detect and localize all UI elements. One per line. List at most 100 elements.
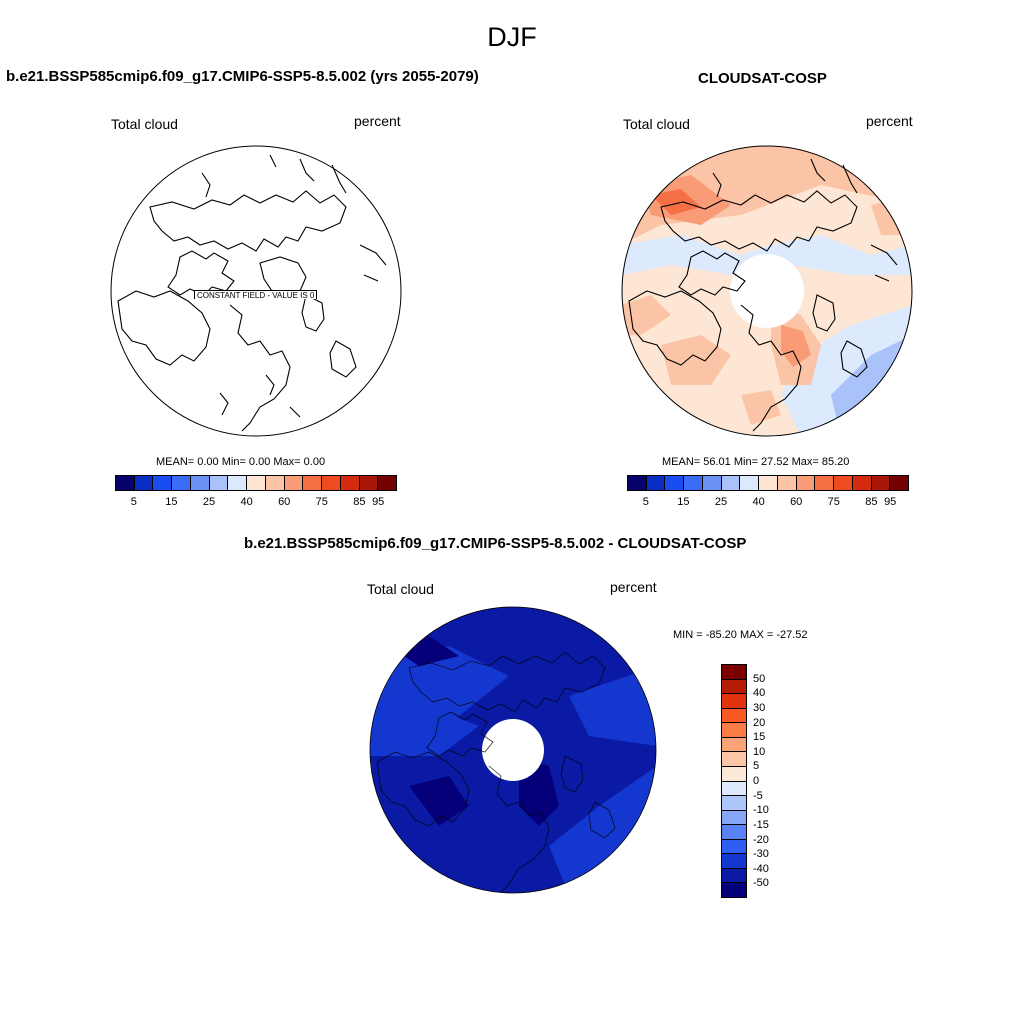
colorbar-cell [359, 476, 379, 490]
colorbar-tick-label: 40 [753, 687, 766, 700]
colorbar-tick-label: 75 [827, 496, 840, 508]
colorbar-tick-label: 40 [752, 496, 765, 508]
colorbar-cell [340, 476, 360, 490]
colorbar-cell [722, 752, 746, 767]
colorbar-tick-label: 15 [165, 496, 178, 508]
colorbar-cell [265, 476, 285, 490]
model-units-label: percent [354, 113, 401, 129]
colorbar-tick-label: -10 [753, 804, 769, 817]
colorbar-cell [322, 476, 341, 490]
obs-stats: MEAN= 56.01 Min= 27.52 Max= 85.20 [662, 456, 850, 468]
model-colorbar [115, 475, 397, 491]
colorbar-tick-label: 5 [642, 496, 649, 508]
colorbar-cell [722, 839, 746, 855]
diff-coastlines [376, 651, 616, 893]
colorbar-cell [153, 476, 173, 490]
colorbar-tick-label: 25 [202, 496, 216, 508]
obs-colorbar [627, 475, 909, 491]
diff-minmax: MIN = -85.20 MAX = -27.52 [673, 629, 808, 641]
colorbar-tick-label: 60 [278, 496, 291, 508]
colorbar-tick-label: 5 [130, 496, 137, 508]
colorbar-tick-label: 95 [884, 496, 897, 508]
colorbar-cell [646, 476, 666, 490]
colorbar-cell [759, 476, 778, 490]
colorbar-tick-label: -20 [753, 833, 769, 846]
colorbar-tick-label: -5 [753, 789, 763, 802]
colorbar-cell [722, 708, 746, 724]
colorbar-cell [834, 476, 853, 490]
diff-polar-map [369, 606, 657, 894]
model-stats: MEAN= 0.00 Min= 0.00 Max= 0.00 [156, 456, 326, 468]
colorbar-tick-label: -30 [753, 848, 769, 861]
colorbar-cell [871, 476, 891, 490]
colorbar-cell [722, 868, 746, 884]
colorbar-tick-label: 75 [315, 496, 328, 508]
diff-units-label: percent [610, 579, 657, 595]
model-panel-title: b.e21.BSSP585cmip6.f09_g17.CMIP6-SSP5-8.… [6, 68, 479, 85]
colorbar-cell [815, 476, 835, 490]
obs-variable-label: Total cloud [623, 116, 690, 132]
colorbar-cell [722, 796, 746, 811]
diff-panel-title: b.e21.BSSP585cmip6.f09_g17.CMIP6-SSP5-8.… [244, 535, 747, 552]
colorbar-tick-label: 0 [753, 775, 760, 787]
obs-coastlines [628, 158, 898, 432]
colorbar-tick-label: 15 [753, 731, 766, 744]
colorbar-tick-label: -15 [753, 818, 769, 831]
colorbar-cell [172, 476, 191, 490]
colorbar-cell [722, 883, 746, 897]
colorbar-cell [116, 476, 135, 490]
figure-title: DJF [487, 22, 537, 52]
colorbar-cell [721, 476, 741, 490]
colorbar-tick-label: 15 [677, 496, 690, 508]
colorbar-cell [228, 476, 248, 490]
colorbar-cell [722, 665, 746, 680]
colorbar-cell [722, 679, 746, 695]
colorbar-tick-label: 95 [372, 496, 385, 508]
colorbar-cell [284, 476, 304, 490]
colorbar-cell [890, 476, 909, 490]
colorbar-tick-label: 30 [753, 701, 766, 714]
colorbar-cell [722, 694, 746, 709]
colorbar-cell [702, 476, 722, 490]
colorbar-tick-label: 60 [790, 496, 803, 508]
colorbar-cell [722, 854, 746, 869]
colorbar-tick-label: -50 [753, 877, 769, 890]
colorbar-tick-label: 85 [353, 496, 366, 508]
colorbar-cell [684, 476, 703, 490]
colorbar-cell [796, 476, 816, 490]
colorbar-cell [722, 723, 746, 738]
colorbar-cell [722, 810, 746, 826]
diff-variable-label: Total cloud [367, 581, 434, 597]
colorbar-cell [852, 476, 872, 490]
colorbar-cell [722, 825, 746, 840]
colorbar-tick-label: -40 [753, 862, 769, 875]
colorbar-cell [740, 476, 760, 490]
obs-panel-title: CLOUDSAT-COSP [698, 70, 827, 87]
colorbar-cell [722, 766, 746, 782]
colorbar-cell [777, 476, 797, 490]
colorbar-cell [665, 476, 685, 490]
colorbar-cell [134, 476, 154, 490]
colorbar-tick-label: 10 [753, 745, 766, 758]
colorbar-tick-label: 50 [753, 672, 766, 685]
colorbar-cell [628, 476, 647, 490]
obs-units-label: percent [866, 113, 913, 129]
model-variable-label: Total cloud [111, 116, 178, 132]
colorbar-cell [209, 476, 229, 490]
obs-colorbar-ticks: 5 15 25 40 60 75 85 95 [627, 496, 909, 510]
colorbar-cell [190, 476, 210, 490]
model-polar-map: CONSTANT FIELD - VALUE IS 0 [110, 145, 402, 437]
colorbar-cell [247, 476, 266, 490]
diff-colorbar [721, 664, 747, 898]
colorbar-cell [722, 781, 746, 797]
colorbar-tick-label: 5 [753, 760, 760, 773]
constant-field-label: CONSTANT FIELD - VALUE IS 0 [194, 290, 318, 299]
colorbar-tick-label: 25 [714, 496, 728, 508]
colorbar-cell [722, 737, 746, 753]
model-colorbar-ticks: 5 15 25 40 60 75 85 95 [115, 496, 397, 510]
obs-polar-map [621, 145, 913, 437]
coastlines [117, 154, 387, 432]
diff-colorbar-ticks: 50 40 30 20 15 10 5 0 -5 -10 -15 -20 -30 -40 -50 [753, 664, 783, 898]
colorbar-tick-label: 40 [240, 496, 253, 508]
colorbar-tick-label: 20 [753, 716, 766, 729]
